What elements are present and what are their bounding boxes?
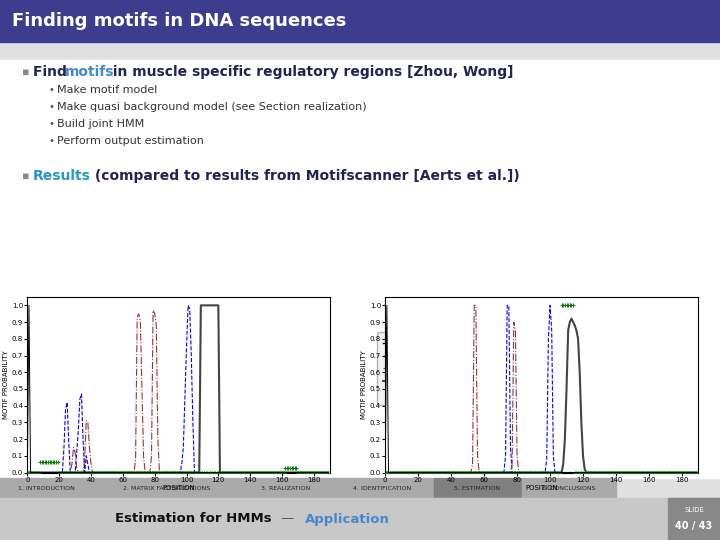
Bar [0, 478, 92, 498]
Bar [331, 478, 433, 498]
Text: •: • [48, 102, 54, 112]
Bar [0, 60, 720, 478]
Text: Find: Find [33, 65, 72, 79]
Bar [93, 478, 240, 498]
Text: 3. REALIZATION: 3. REALIZATION [261, 485, 310, 490]
Y-axis label: MOTIF PROBABILITY: MOTIF PROBABILITY [3, 350, 9, 419]
Text: SLIDE: SLIDE [684, 507, 704, 513]
Text: in muscle specific regulatory regions [Zhou, Wong]: in muscle specific regulatory regions [Z… [108, 65, 513, 79]
Text: •: • [48, 119, 54, 129]
Text: 2. MATRIX FACTORIZATIONS: 2. MATRIX FACTORIZATIONS [123, 485, 210, 490]
Text: 1. INTRODUCTION: 1. INTRODUCTION [17, 485, 74, 490]
Text: ▪: ▪ [22, 171, 30, 181]
Text: •: • [48, 85, 54, 95]
Bar [522, 478, 616, 498]
Text: 40 / 43: 40 / 43 [675, 521, 713, 531]
Text: Results: Results [33, 169, 91, 183]
Text: 6. CONCLUSIONS: 6. CONCLUSIONS [542, 485, 595, 490]
Text: —: — [280, 512, 293, 525]
X-axis label: POSITION: POSITION [162, 485, 195, 491]
Text: Finding motifs in DNA sequences: Finding motifs in DNA sequences [12, 12, 346, 30]
Text: motifs: motifs [65, 65, 114, 79]
X-axis label: POSITION: POSITION [526, 485, 558, 491]
Text: (compared to results from Motifscanner [Aerts et al.]): (compared to results from Motifscanner [… [90, 169, 520, 183]
Text: Application: Application [305, 512, 390, 525]
Bar [0, 498, 720, 540]
Bar [241, 478, 330, 498]
Text: Estimation for HMMs: Estimation for HMMs [115, 512, 272, 525]
Text: 4. IDENTIFICATION: 4. IDENTIFICATION [353, 485, 411, 490]
Text: 5. ESTIMATION: 5. ESTIMATION [454, 485, 500, 490]
Bar [434, 478, 521, 498]
Text: Make motif model: Make motif model [57, 85, 158, 95]
Y-axis label: MOTIF PROBABILITY: MOTIF PROBABILITY [361, 350, 367, 419]
Text: Make quasi background model (see Section realization): Make quasi background model (see Section… [57, 102, 366, 112]
Text: •: • [48, 136, 54, 146]
Bar [0, 0, 720, 42]
Text: Build joint HMM: Build joint HMM [57, 119, 144, 129]
Text: ▪: ▪ [22, 67, 30, 77]
Legend: Mef-2, Myf, Sp-1, SRF, TEF: Mef-2, Myf, Sp-1, SRF, TEF [377, 333, 432, 405]
Bar [668, 498, 720, 540]
Text: Perform output estimation: Perform output estimation [57, 136, 204, 146]
